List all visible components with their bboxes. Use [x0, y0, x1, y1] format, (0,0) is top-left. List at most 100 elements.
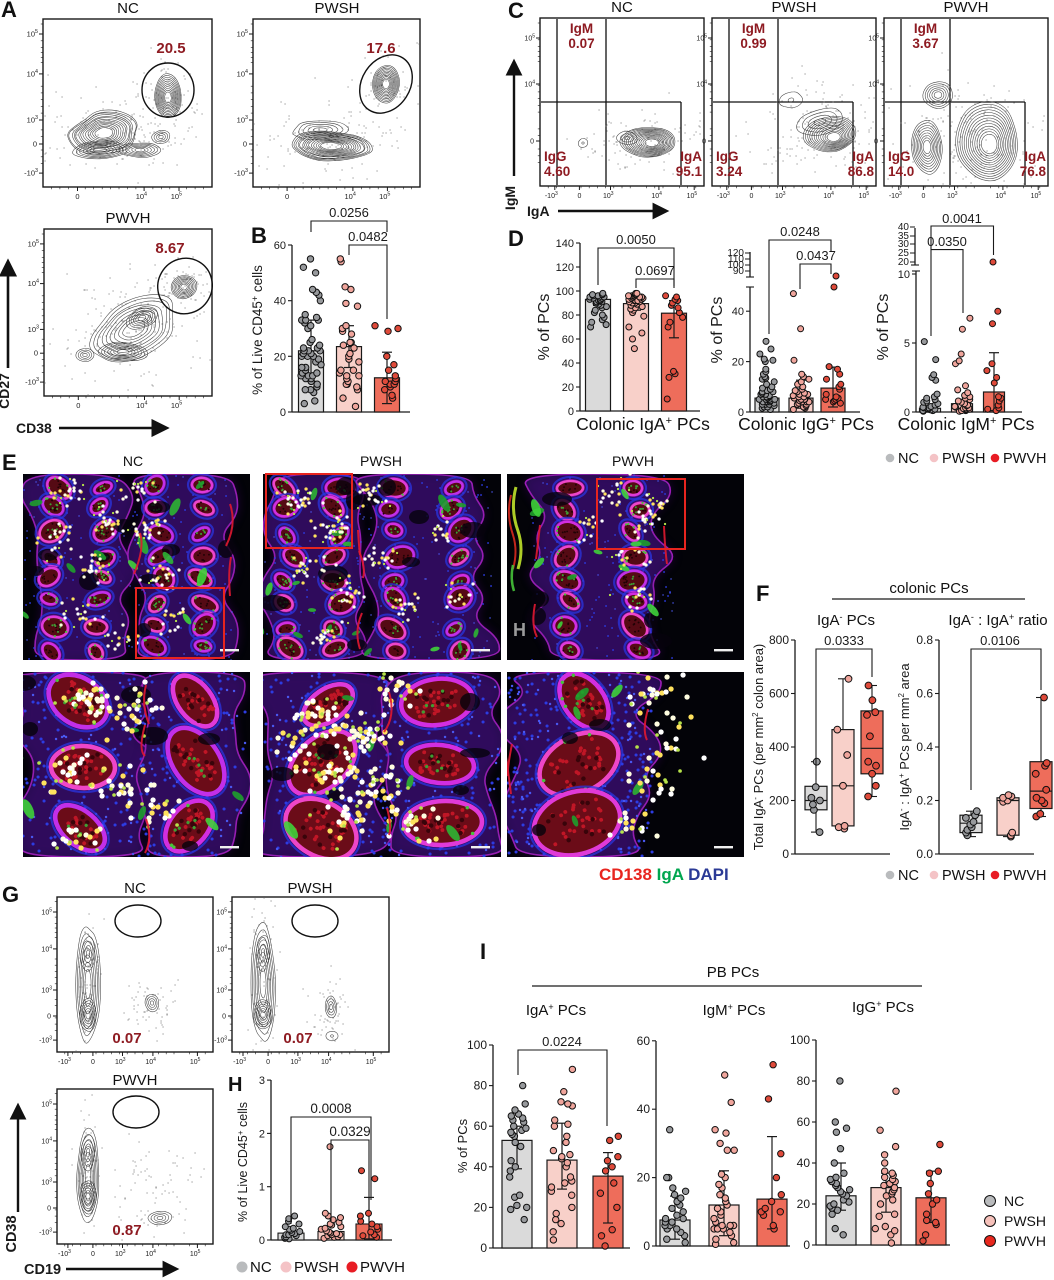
- svg-text:PWVH: PWVH: [612, 453, 654, 469]
- svg-text:0: 0: [749, 193, 753, 200]
- svg-text:20: 20: [562, 382, 574, 394]
- svg-text:0.07: 0.07: [283, 1030, 312, 1047]
- svg-text:PWVH: PWVH: [1004, 1233, 1046, 1249]
- svg-text:-103: -103: [39, 1035, 52, 1044]
- svg-text:-103: -103: [214, 1035, 227, 1044]
- svg-text:CD138 IgA DAPI: CD138 IgA DAPI: [599, 865, 729, 884]
- svg-text:-103: -103: [58, 1249, 71, 1258]
- svg-text:PWSH: PWSH: [772, 0, 817, 16]
- svg-text:% of PCs: % of PCs: [875, 294, 892, 361]
- svg-text:IgA+ PCs: IgA+ PCs: [526, 1002, 586, 1019]
- svg-text:IgM: IgM: [502, 186, 518, 210]
- svg-text:0: 0: [285, 192, 289, 201]
- svg-text:NC: NC: [898, 451, 919, 467]
- svg-text:IgA- PCs: IgA- PCs: [817, 612, 875, 629]
- svg-text:60: 60: [797, 1115, 811, 1129]
- svg-text:PWSH: PWSH: [288, 880, 333, 897]
- svg-text:-103: -103: [545, 191, 558, 200]
- svg-text:-103: -103: [25, 377, 39, 386]
- svg-text:100: 100: [467, 1038, 487, 1052]
- svg-text:CD19: CD19: [24, 1262, 61, 1278]
- svg-text:104: 104: [237, 69, 248, 78]
- svg-text:104: 104: [651, 191, 662, 200]
- svg-text:80: 80: [562, 310, 574, 322]
- svg-text:0: 0: [643, 1239, 650, 1253]
- svg-text:110: 110: [728, 254, 744, 265]
- svg-text:40: 40: [732, 306, 744, 318]
- svg-text:NC: NC: [124, 880, 146, 897]
- svg-text:105: 105: [171, 192, 182, 201]
- svg-text:0.0050: 0.0050: [616, 232, 656, 247]
- svg-text:104: 104: [145, 1249, 156, 1258]
- svg-text:0.07: 0.07: [112, 1030, 141, 1047]
- svg-text:0.87: 0.87: [112, 1222, 141, 1239]
- svg-text:8.67: 8.67: [155, 240, 184, 257]
- svg-text:0.0248: 0.0248: [780, 224, 820, 239]
- svg-text:0.0106: 0.0106: [980, 633, 1020, 648]
- svg-text:103: 103: [41, 985, 52, 994]
- svg-text:0.0008: 0.0008: [310, 1101, 351, 1116]
- svg-text:0.0224: 0.0224: [542, 1034, 582, 1049]
- svg-text:105: 105: [171, 401, 182, 410]
- svg-text:NC: NC: [250, 1259, 272, 1276]
- svg-text:0: 0: [280, 407, 286, 419]
- svg-text:14.0: 14.0: [888, 164, 914, 179]
- svg-text:0.0697: 0.0697: [635, 263, 675, 278]
- svg-text:105: 105: [28, 239, 39, 248]
- svg-text:104: 104: [321, 1057, 332, 1066]
- svg-text:104: 104: [868, 79, 879, 88]
- svg-text:20: 20: [474, 1200, 488, 1214]
- svg-text:140: 140: [556, 238, 574, 250]
- svg-text:20: 20: [898, 257, 910, 268]
- svg-text:17.6: 17.6: [366, 40, 395, 57]
- svg-text:120: 120: [727, 248, 744, 259]
- svg-text:104: 104: [823, 191, 834, 200]
- svg-text:104: 104: [136, 192, 147, 201]
- svg-text:103: 103: [115, 1249, 126, 1258]
- svg-text:100: 100: [556, 286, 574, 298]
- svg-text:0: 0: [34, 349, 38, 358]
- svg-text:0: 0: [702, 139, 706, 146]
- svg-text:35: 35: [898, 231, 910, 242]
- svg-text:104: 104: [696, 79, 707, 88]
- svg-text:0.0350: 0.0350: [927, 234, 967, 249]
- svg-text:I: I: [480, 939, 486, 964]
- svg-text:103: 103: [115, 1057, 126, 1066]
- svg-text:0: 0: [921, 193, 925, 200]
- svg-text:103: 103: [28, 324, 39, 333]
- svg-text:0: 0: [738, 407, 744, 419]
- svg-text:IgG: IgG: [716, 149, 739, 164]
- svg-text:IgA: IgA: [1024, 149, 1046, 164]
- svg-text:0: 0: [530, 139, 534, 146]
- svg-text:IgM: IgM: [742, 21, 765, 36]
- svg-text:H: H: [513, 620, 526, 640]
- svg-text:PWVH: PWVH: [113, 1072, 158, 1089]
- svg-text:PWSH: PWSH: [942, 451, 986, 467]
- svg-text:76.8: 76.8: [1020, 164, 1047, 179]
- svg-text:IgA: IgA: [680, 149, 702, 164]
- svg-text:IgM: IgM: [914, 21, 937, 36]
- svg-text:10: 10: [898, 269, 910, 281]
- svg-text:0: 0: [33, 140, 37, 149]
- svg-text:0: 0: [480, 1241, 487, 1255]
- svg-text:0: 0: [243, 140, 247, 149]
- svg-text:IgM: IgM: [570, 21, 593, 36]
- svg-text:3.67: 3.67: [912, 36, 938, 51]
- svg-text:Total IgA- PCs (per mm2 colon: Total IgA- PCs (per mm2 colon area): [751, 644, 766, 851]
- svg-text:40: 40: [637, 1102, 651, 1116]
- svg-text:0.2: 0.2: [916, 794, 933, 808]
- svg-text:105: 105: [1031, 191, 1042, 200]
- svg-text:400: 400: [769, 740, 789, 754]
- svg-text:NC: NC: [611, 0, 633, 16]
- svg-text:104: 104: [28, 279, 39, 288]
- svg-text:PWVH: PWVH: [1003, 868, 1047, 884]
- svg-text:86.8: 86.8: [848, 164, 875, 179]
- svg-text:105: 105: [687, 191, 698, 200]
- svg-text:0: 0: [259, 1235, 265, 1247]
- svg-text:1: 1: [259, 1182, 265, 1194]
- svg-text:100: 100: [790, 1033, 810, 1047]
- svg-text:40: 40: [898, 222, 910, 233]
- svg-text:20: 20: [797, 1197, 811, 1211]
- svg-text:-103: -103: [24, 168, 38, 177]
- svg-text:200: 200: [769, 794, 789, 808]
